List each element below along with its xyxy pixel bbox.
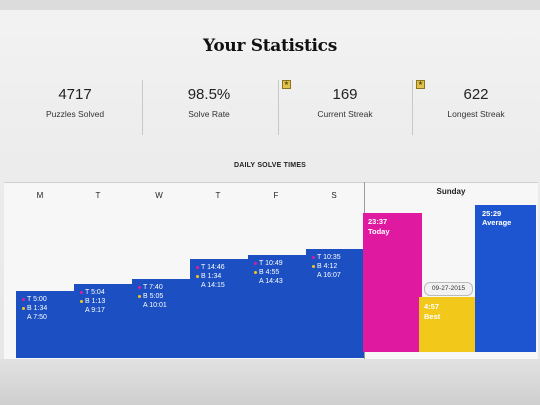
today-time: T 5:04 xyxy=(85,289,105,296)
stat-today: T 10:49 xyxy=(254,259,283,268)
average-time: A 14:15 xyxy=(201,282,225,289)
stat-best: B 1:13 xyxy=(80,297,105,306)
page-title: Your Statistics xyxy=(203,36,337,56)
today-time: T 5:00 xyxy=(27,296,47,303)
sunday-average-bar[interactable]: 25:29 Average xyxy=(475,205,536,352)
best-time: B 1:34 xyxy=(27,305,48,312)
today-time: T 10:49 xyxy=(259,260,283,267)
stat-average: A 7:50 xyxy=(27,313,47,322)
stat-average: A 10:01 xyxy=(143,301,167,310)
weekday-bar-sat[interactable]: T 10:35 B 4:12 A 16:07 xyxy=(306,249,364,358)
stat-average: A 14:43 xyxy=(259,277,283,286)
stat-best: B 5:05 xyxy=(138,292,163,301)
weekday-bar-fri[interactable]: T 10:49 B 4:55 A 14:43 xyxy=(248,255,306,358)
star-icon: ★ xyxy=(282,80,291,89)
day-label-sat[interactable]: S xyxy=(331,191,337,200)
day-label-mon[interactable]: M xyxy=(36,191,44,200)
average-time: 25:29 xyxy=(482,209,502,218)
daily-solve-times-title: DAILY SOLVE TIMES xyxy=(233,162,307,169)
stat-average: A 9:17 xyxy=(85,306,105,315)
stat-divider xyxy=(142,80,143,135)
stat-label: Solve Rate xyxy=(188,109,230,119)
stat-divider xyxy=(412,80,413,135)
weekday-bar-wed[interactable]: T 7:40 B 5:05 A 10:01 xyxy=(132,279,190,358)
top-strip xyxy=(0,0,540,10)
average-time: A 7:50 xyxy=(27,314,47,321)
stat-today: T 5:00 xyxy=(22,295,47,304)
stat-best: B 1:34 xyxy=(22,304,47,313)
sunday-best-bar[interactable]: 4:57 Best xyxy=(419,297,475,352)
stat-average: A 16:07 xyxy=(317,271,341,280)
best-time: B 4:55 xyxy=(259,269,280,276)
average-time: A 14:43 xyxy=(259,278,283,285)
screen-bezel xyxy=(0,359,540,405)
best-time: B 5:05 xyxy=(143,293,164,300)
today-time: T 14:46 xyxy=(201,264,225,271)
day-label-thu[interactable]: T xyxy=(215,191,221,200)
stat-current-streak: 169 Current Streak xyxy=(280,86,410,119)
stat-value: 169 xyxy=(332,86,358,103)
stat-value: 622 xyxy=(463,86,489,103)
stat-puzzles-solved: 4717 Puzzles Solved xyxy=(10,86,140,119)
average-time: A 9:17 xyxy=(85,307,105,314)
today-time: 23:37 xyxy=(368,217,388,226)
day-label-fri[interactable]: F xyxy=(273,191,279,200)
today-label: Today xyxy=(368,227,390,236)
weekday-bar-thu[interactable]: T 14:46 B 1:34 A 14:15 xyxy=(190,259,248,358)
stat-best: B 1:34 xyxy=(196,272,221,281)
stat-today: T 7:40 xyxy=(138,283,163,292)
sunday-label: Sunday xyxy=(436,187,466,196)
best-time: B 1:34 xyxy=(201,273,222,280)
stat-best: B 4:12 xyxy=(312,262,337,271)
day-label-wed[interactable]: W xyxy=(155,191,163,200)
weekday-bar-tue[interactable]: T 5:04 B 1:13 A 9:17 xyxy=(74,284,132,358)
average-time: A 10:01 xyxy=(143,302,167,309)
today-time: T 10:35 xyxy=(317,254,341,261)
best-time: 4:57 xyxy=(424,302,440,311)
star-icon: ★ xyxy=(416,80,425,89)
average-time: A 16:07 xyxy=(317,272,341,279)
average-label: Average xyxy=(482,218,512,227)
stat-value: 98.5% xyxy=(187,86,231,103)
stat-label: Puzzles Solved xyxy=(45,109,105,119)
day-label-tue[interactable]: T xyxy=(95,191,101,200)
weekday-bar-mon[interactable]: T 5:00 B 1:34 A 7:50 xyxy=(16,291,74,358)
best-date-tooltip: 09-27-2015 xyxy=(424,282,473,296)
stat-today: T 5:04 xyxy=(80,288,105,297)
stat-divider xyxy=(278,80,279,135)
stat-today: T 14:46 xyxy=(196,263,225,272)
stat-average: A 14:15 xyxy=(201,281,225,290)
sunday-today-bar[interactable]: 23:37 Today xyxy=(363,213,422,352)
stat-value: 4717 xyxy=(58,86,92,103)
stat-label: Current Streak xyxy=(317,109,373,119)
stat-longest-streak: 622 Longest Streak xyxy=(411,86,540,119)
stat-label: Longest Streak xyxy=(447,109,505,119)
stat-today: T 10:35 xyxy=(312,253,341,262)
stat-solve-rate: 98.5% Solve Rate xyxy=(144,86,274,119)
today-time: T 7:40 xyxy=(143,284,163,291)
best-label: Best xyxy=(424,312,441,321)
stat-best: B 4:55 xyxy=(254,268,279,277)
best-time: B 4:12 xyxy=(317,263,338,270)
best-time: B 1:13 xyxy=(85,298,106,305)
